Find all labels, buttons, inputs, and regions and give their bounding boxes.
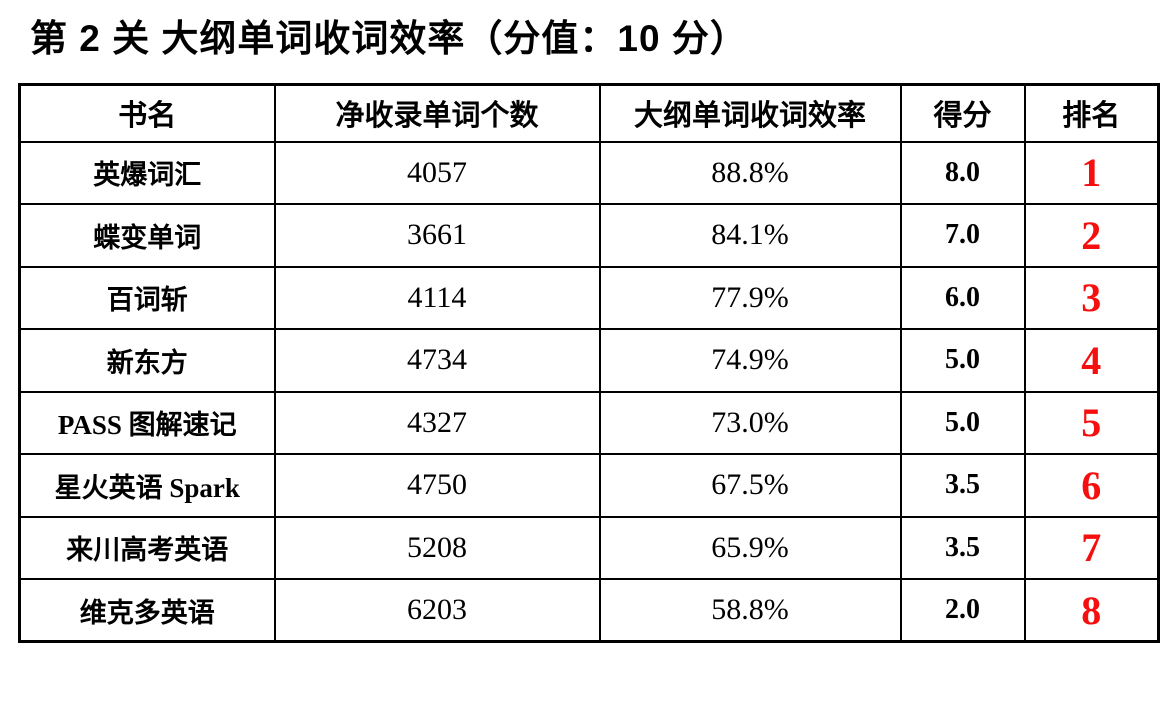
table-row: 新东方 4734 74.9% 5.0 4 xyxy=(18,328,1160,393)
word-count-cell: 4734 xyxy=(273,328,601,393)
efficiency-cell: 88.8% xyxy=(598,140,902,205)
efficiency-cell: 65.9% xyxy=(598,515,902,580)
column-header-word-count: 净收录单词个数 xyxy=(273,83,601,143)
table-row: 百词斩 4114 77.9% 6.0 3 xyxy=(18,265,1160,330)
efficiency-cell: 73.0% xyxy=(598,390,902,455)
book-name-cell: 维克多英语 xyxy=(18,578,276,643)
efficiency-cell: 74.9% xyxy=(598,328,902,393)
book-name-cell: 新东方 xyxy=(18,328,276,393)
word-count-cell: 4750 xyxy=(273,453,601,518)
column-header-book-name: 书名 xyxy=(18,83,276,143)
score-cell: 3.5 xyxy=(899,453,1026,518)
score-cell: 5.0 xyxy=(899,390,1026,455)
rank-cell: 8 xyxy=(1023,578,1160,643)
header-row: 书名 净收录单词个数 大纲单词收词效率 得分 排名 xyxy=(18,83,1160,143)
score-cell: 3.5 xyxy=(899,515,1026,580)
page-title: 第 2 关 大纲单词收词效率（分值：10 分） xyxy=(30,18,748,59)
column-header-efficiency: 大纲单词收词效率 xyxy=(598,83,902,143)
rank-cell: 6 xyxy=(1023,453,1160,518)
efficiency-cell: 84.1% xyxy=(598,203,902,268)
table-row: 星火英语 Spark 4750 67.5% 3.5 6 xyxy=(18,453,1160,518)
score-cell: 7.0 xyxy=(899,203,1026,268)
word-count-cell: 5208 xyxy=(273,515,601,580)
table-row: 蝶变单词 3661 84.1% 7.0 2 xyxy=(18,203,1160,268)
score-cell: 2.0 xyxy=(899,578,1026,643)
table-row: 英爆词汇 4057 88.8% 8.0 1 xyxy=(18,140,1160,205)
word-count-cell: 4057 xyxy=(273,140,601,205)
table-row: 来川高考英语 5208 65.9% 3.5 7 xyxy=(18,515,1160,580)
score-cell: 5.0 xyxy=(899,328,1026,393)
word-count-cell: 4114 xyxy=(273,265,601,330)
score-cell: 6.0 xyxy=(899,265,1026,330)
efficiency-cell: 58.8% xyxy=(598,578,902,643)
rank-cell: 1 xyxy=(1023,140,1160,205)
efficiency-cell: 67.5% xyxy=(598,453,902,518)
efficiency-cell: 77.9% xyxy=(598,265,902,330)
rank-cell: 5 xyxy=(1023,390,1160,455)
book-name-cell: 星火英语 Spark xyxy=(18,453,276,518)
word-count-cell: 3661 xyxy=(273,203,601,268)
word-count-cell: 6203 xyxy=(273,578,601,643)
column-header-score: 得分 xyxy=(899,83,1026,143)
rank-cell: 2 xyxy=(1023,203,1160,268)
book-name-cell: 百词斩 xyxy=(18,265,276,330)
rank-cell: 7 xyxy=(1023,515,1160,580)
word-count-cell: 4327 xyxy=(273,390,601,455)
book-name-cell: PASS 图解速记 xyxy=(18,390,276,455)
table-row: PASS 图解速记 4327 73.0% 5.0 5 xyxy=(18,390,1160,455)
table-row: 维克多英语 6203 58.8% 2.0 8 xyxy=(18,578,1160,643)
score-cell: 8.0 xyxy=(899,140,1026,205)
book-name-cell: 来川高考英语 xyxy=(18,515,276,580)
rank-cell: 3 xyxy=(1023,265,1160,330)
book-name-cell: 蝶变单词 xyxy=(18,203,276,268)
rank-cell: 4 xyxy=(1023,328,1160,393)
ranking-table: 书名 净收录单词个数 大纲单词收词效率 得分 排名 英爆词汇 4057 88.8… xyxy=(18,83,1160,643)
book-name-cell: 英爆词汇 xyxy=(18,140,276,205)
column-header-rank: 排名 xyxy=(1023,83,1160,143)
